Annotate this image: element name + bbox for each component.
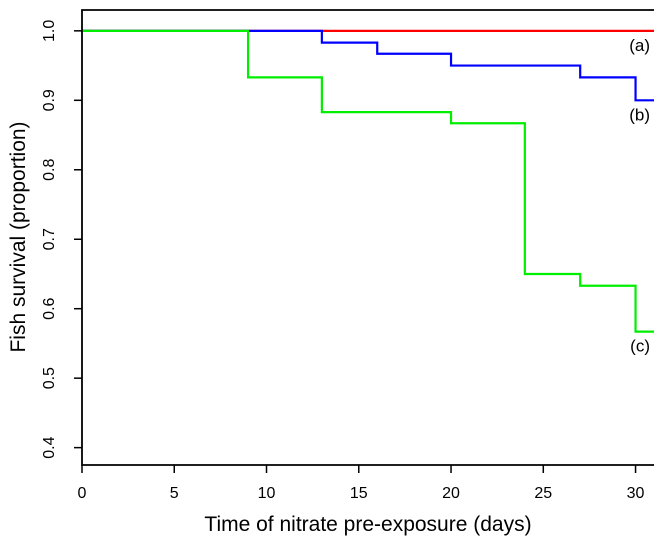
x-tick-label: 25 bbox=[534, 485, 552, 502]
x-tick-label: 0 bbox=[78, 485, 87, 502]
axes-layer: 0 5 10 15 20 25 30 0.4 0.5 0.6 0.7 0.8 0.9 1.0 bbox=[41, 9, 654, 502]
series-layer bbox=[82, 29, 654, 333]
y-axis-title: Fish survival (proportion) bbox=[7, 121, 30, 352]
y-tick-label: 1.0 bbox=[41, 20, 58, 42]
x-tick-label: 5 bbox=[170, 485, 179, 502]
plot-frame bbox=[81, 9, 654, 466]
y-tick-label: 0.7 bbox=[41, 228, 58, 250]
x-tick-label: 15 bbox=[350, 485, 368, 502]
x-tick-label: 10 bbox=[258, 485, 276, 502]
y-tick-label: 0.9 bbox=[41, 89, 58, 111]
x-axis-title: Time of nitrate pre-exposure (days) bbox=[204, 513, 531, 536]
series-label-a: (a) bbox=[629, 36, 650, 55]
series-line-c bbox=[82, 29, 654, 333]
series-label-b: (b) bbox=[629, 105, 650, 124]
x-tick-label: 30 bbox=[627, 485, 645, 502]
series-label-c: (c) bbox=[630, 337, 650, 356]
labels-layer: (a) (b) (c) Time of nitrate pre-exposure (d… bbox=[7, 36, 650, 536]
y-tick-label: 0.6 bbox=[41, 297, 58, 319]
y-tick-label: 0.5 bbox=[41, 367, 58, 389]
series-line-b bbox=[82, 29, 654, 102]
y-tick-label: 0.4 bbox=[41, 436, 58, 458]
y-tick-label: 0.8 bbox=[41, 159, 58, 181]
x-tick-label: 20 bbox=[442, 485, 460, 502]
